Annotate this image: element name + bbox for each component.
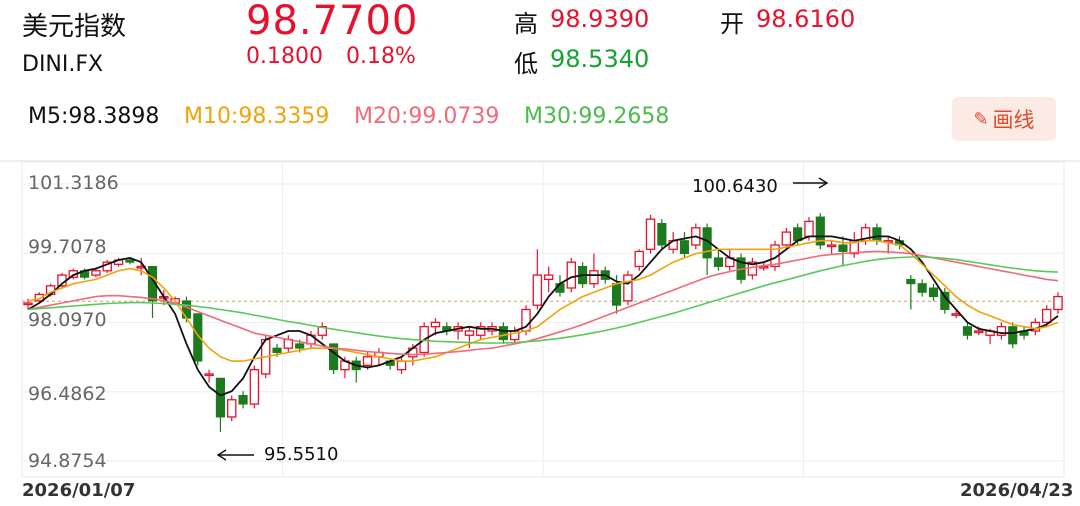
high-arrow-head	[818, 177, 829, 189]
candle-body-down	[917, 283, 927, 293]
low-label: 低	[514, 50, 538, 78]
candle-body-up	[227, 399, 237, 418]
candle-body-down	[215, 377, 225, 418]
y-tick-label: 96.4862	[28, 383, 107, 405]
ma-line-m10	[27, 239, 1059, 362]
candle-body-up	[23, 302, 33, 306]
candle-body-down	[125, 259, 135, 263]
price-change-percent: 0.18%	[346, 44, 416, 69]
candle-body-up	[396, 360, 407, 371]
candle-body-up	[1053, 295, 1063, 311]
candle-body-down	[193, 313, 203, 362]
open-value: 98.6160	[756, 5, 856, 33]
pencil-icon: ✎	[973, 108, 989, 130]
candle-body-up	[645, 218, 656, 250]
ma-line-m5	[27, 235, 1059, 397]
header-divider	[0, 160, 1080, 162]
candle-body-down	[872, 227, 882, 242]
y-tick-label: 99.7078	[28, 236, 107, 258]
y-tick-label: 94.8754	[28, 450, 107, 472]
high-annotation: 100.6430	[692, 176, 778, 197]
candle-body-down	[713, 257, 724, 267]
candle-body-up	[826, 244, 837, 248]
ma5-value: M5:98.3898	[28, 104, 160, 129]
candle-body-down	[838, 244, 848, 252]
ma-line-m20	[27, 250, 1059, 356]
candle-body-down	[295, 343, 305, 349]
candle-body-down	[611, 283, 622, 306]
low-value: 98.5340	[550, 45, 650, 73]
candle-body-up	[804, 220, 814, 238]
ma10-value: M10:98.3359	[184, 104, 330, 129]
candle-body-down	[962, 326, 973, 336]
y-tick-label: 98.0970	[28, 309, 107, 331]
candle-body-down	[657, 222, 667, 246]
candle-body-down	[1008, 326, 1018, 345]
candle-body-down	[238, 394, 248, 405]
candle-body-down	[329, 343, 339, 371]
candle-body-down	[679, 240, 690, 255]
low-annotation: 95.5510	[264, 444, 339, 465]
candle-body-up	[623, 274, 633, 302]
candle-body-up	[204, 373, 214, 377]
candle-body-up	[996, 326, 1007, 336]
x-start-date: 2026/01/07	[22, 480, 136, 501]
candle-body-up	[758, 265, 769, 269]
candle-body-up	[589, 270, 599, 285]
candle-body-up	[34, 293, 45, 302]
candle-body-up	[532, 274, 543, 306]
candle-body-up	[91, 270, 101, 276]
draw-line-label: 画线	[992, 108, 1035, 132]
x-end-date: 2026/04/23	[960, 480, 1074, 501]
candle-body-up	[543, 274, 554, 281]
high-label: 高	[514, 10, 538, 38]
high-value: 98.9390	[550, 5, 650, 33]
last-price: 98.7700	[246, 0, 419, 44]
candle-body-down	[815, 216, 825, 246]
candle-body-down	[498, 326, 508, 341]
y-tick-label: 101.3186	[28, 172, 119, 194]
instrument-code: DINI.FX	[22, 52, 104, 77]
candle-body-down	[181, 300, 192, 319]
ma30-value: M30:99.2658	[524, 104, 670, 129]
low-arrow-head	[216, 449, 227, 461]
open-label: 开	[720, 10, 744, 38]
candle-body-down	[928, 287, 939, 298]
price-change: 0.1800	[246, 44, 323, 69]
draw-line-button[interactable]: ✎ 画线	[952, 97, 1056, 141]
candle-body-up	[476, 326, 486, 336]
candle-body-up	[317, 326, 328, 336]
candle-body-up	[566, 261, 577, 289]
candle-body-up	[430, 321, 441, 328]
candle-body-down	[906, 278, 916, 285]
ma-line-m30	[27, 256, 1059, 344]
candle-body-up	[781, 231, 792, 246]
candle-body-up	[634, 250, 644, 268]
candle-body-up	[362, 356, 373, 367]
candle-body-up	[1041, 308, 1052, 324]
candle-body-down	[147, 265, 158, 302]
candle-body-up	[249, 369, 260, 405]
candle-body-down	[272, 347, 282, 353]
candle-body-up	[974, 330, 984, 334]
candle-body-up	[464, 330, 475, 336]
ma20-value: M20:99.0739	[354, 104, 500, 129]
instrument-name: 美元指数	[22, 12, 127, 42]
